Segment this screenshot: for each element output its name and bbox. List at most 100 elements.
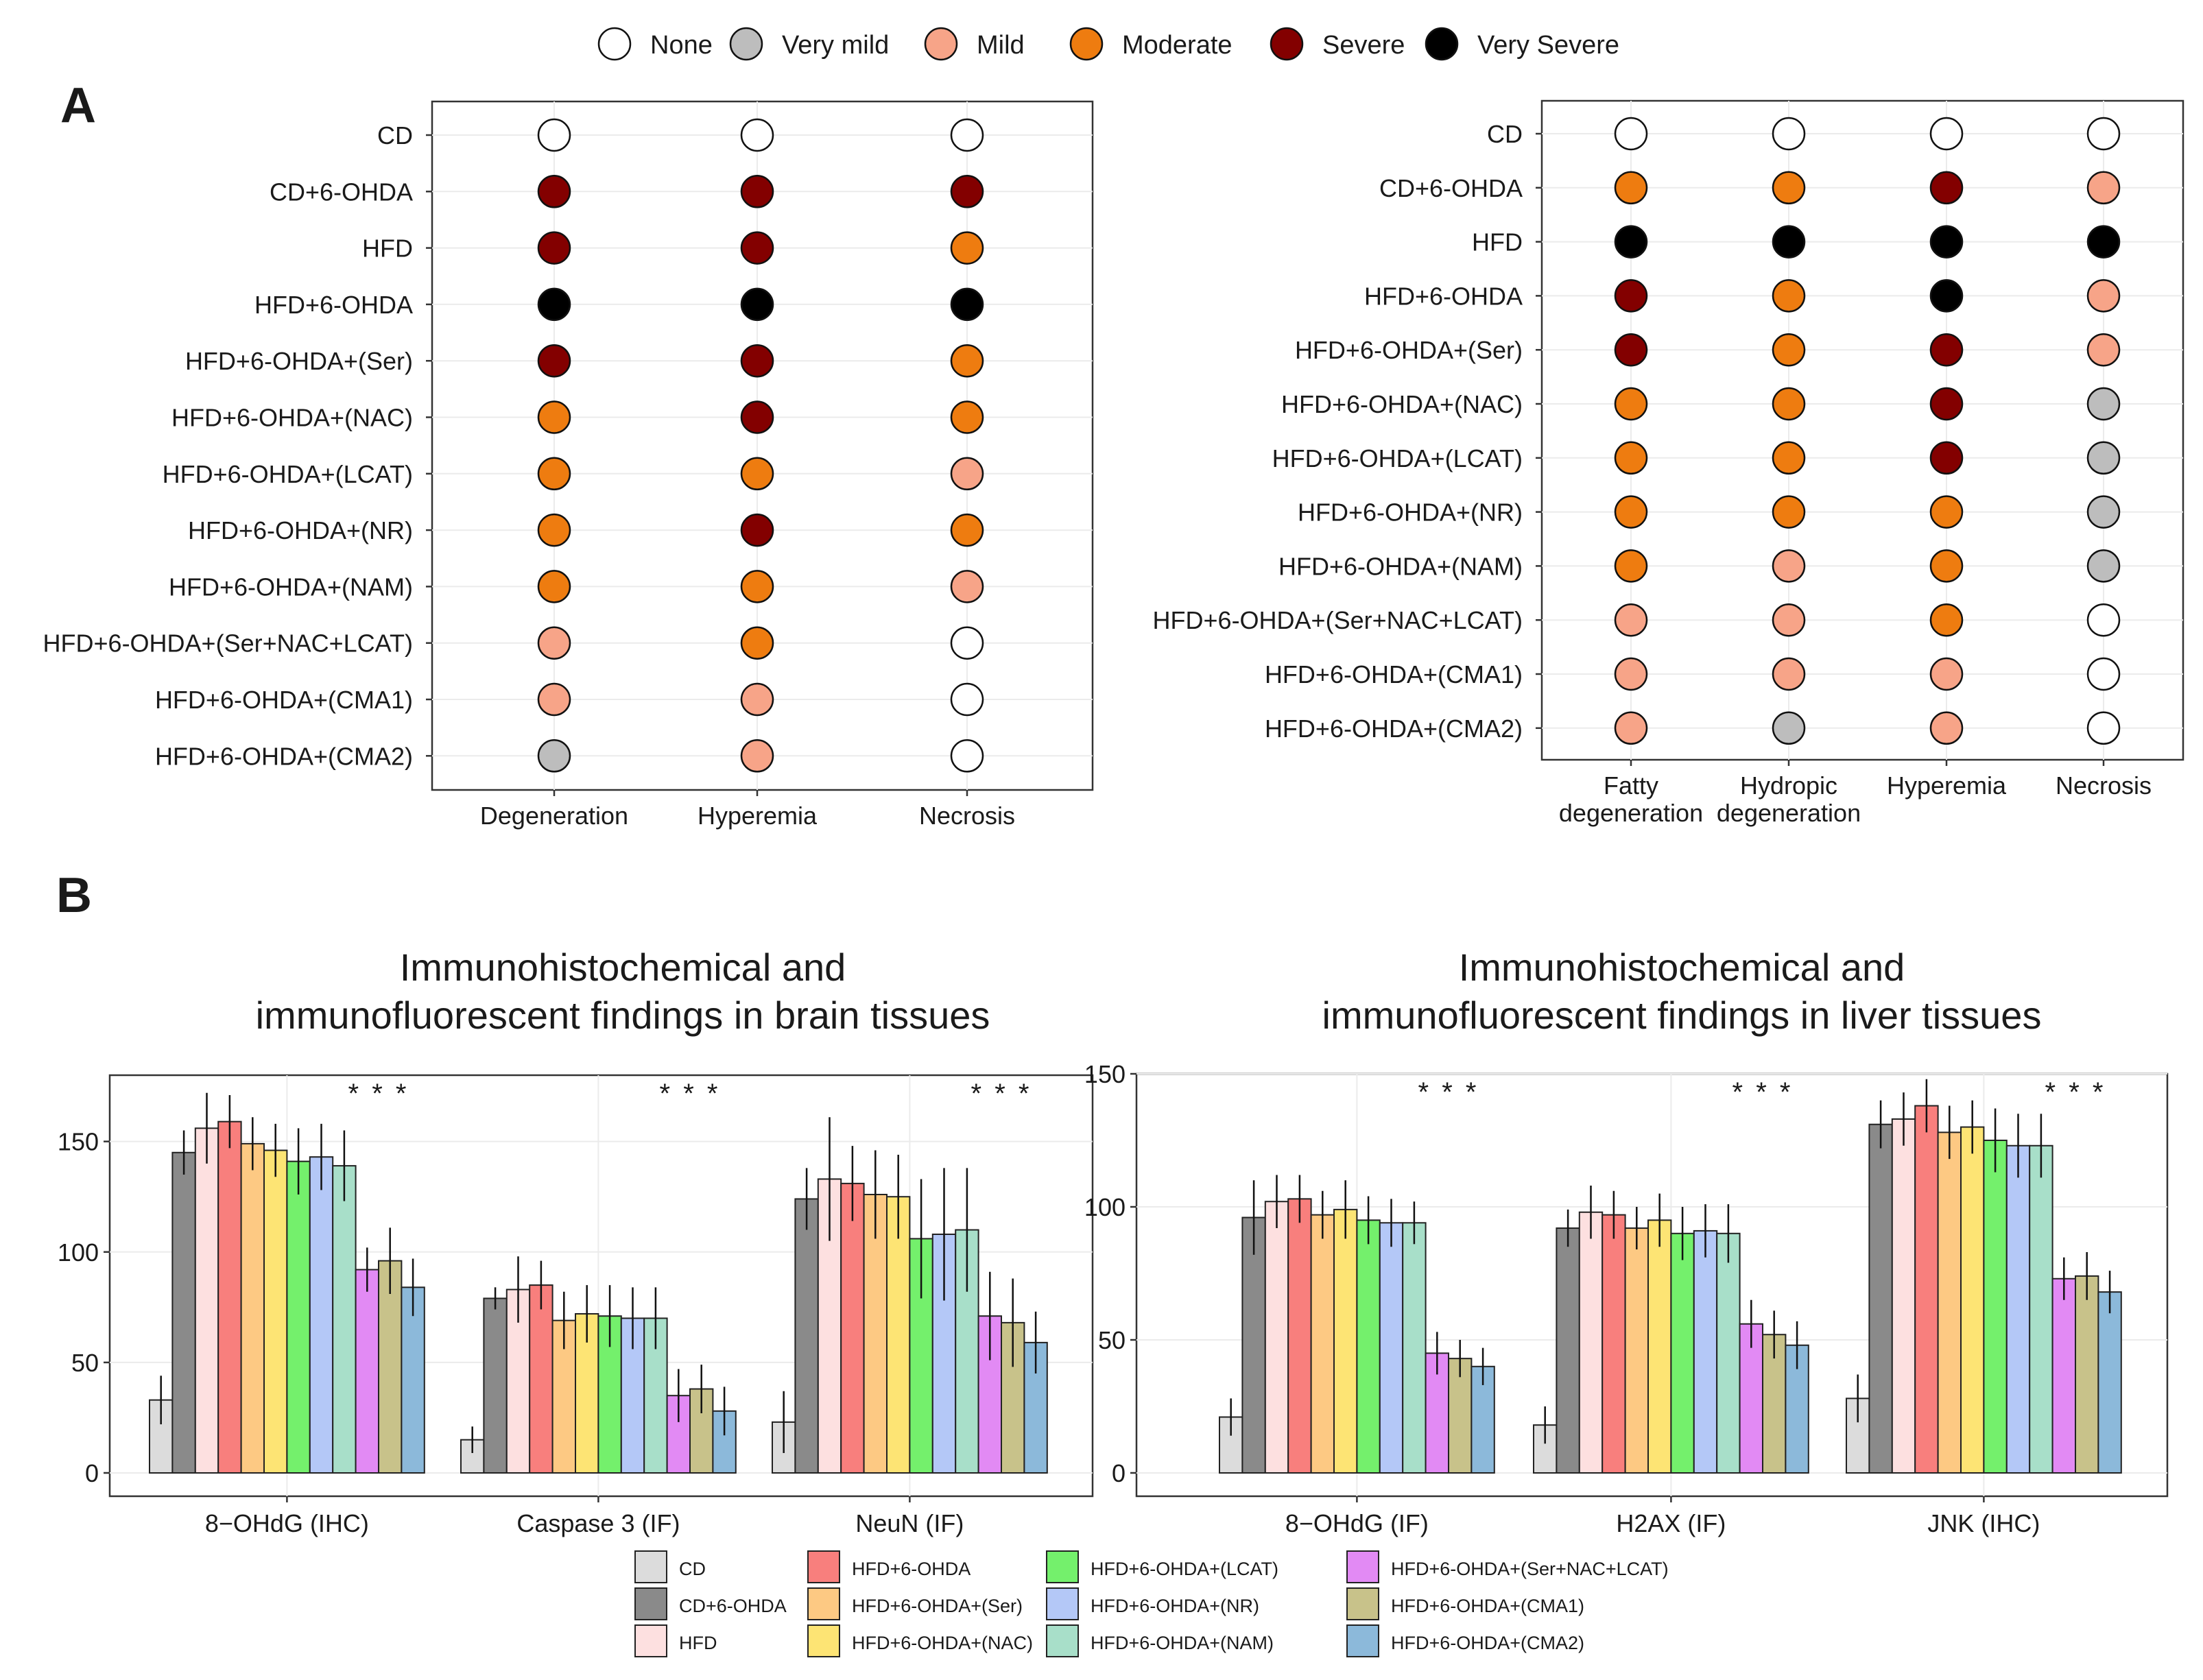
- bar: [1868, 1123, 1893, 1474]
- severity-dot: [740, 570, 774, 603]
- severity-dot: [740, 457, 774, 491]
- severity-dot: [537, 118, 571, 152]
- severity-dot: [1772, 171, 1806, 205]
- significance-marker: * * *: [1418, 1077, 1479, 1107]
- chart-title: immunofluorescent findings in liver tiss…: [1322, 994, 2042, 1037]
- severity-dot: [1614, 657, 1648, 691]
- severity-dot: [1614, 279, 1648, 313]
- column-label: Fatty: [1604, 771, 1658, 800]
- bar: [1287, 1198, 1312, 1474]
- panel-label-b: B: [56, 868, 92, 923]
- bar: [1578, 1211, 1604, 1474]
- bar: [171, 1151, 196, 1474]
- column-label: Degeneration: [480, 802, 628, 830]
- severity-dot: [1614, 441, 1648, 475]
- row-label: HFD+6-OHDA+(NAC): [171, 404, 413, 432]
- severity-legend-label: Very Severe: [1477, 31, 1619, 60]
- severity-dot: [537, 626, 571, 660]
- plot-panel: [431, 100, 1094, 791]
- severity-dot: [950, 118, 984, 152]
- bar: [2075, 1275, 2099, 1474]
- groups-legend-swatch: [634, 1587, 667, 1620]
- bar: [2097, 1291, 2122, 1474]
- severity-legend: None Very mild Mild Moderate Severe Very Seve…: [597, 27, 1619, 61]
- severity-dot: [537, 344, 571, 378]
- groups-legend-swatch: [1046, 1624, 1079, 1657]
- severity-dot: [1614, 117, 1648, 151]
- groups-legend-swatch: [807, 1587, 840, 1620]
- groups-legend-label: HFD+6-OHDA: [852, 1559, 970, 1579]
- severity-dot: [2086, 171, 2121, 205]
- panel-label-a: A: [60, 78, 96, 133]
- severity-dot: [537, 400, 571, 434]
- y-tick-label: 100: [1084, 1193, 1126, 1221]
- groups-legend-label: CD: [679, 1559, 706, 1579]
- groups-legend-label: HFD+6-OHDA+(LCAT): [1091, 1559, 1278, 1579]
- groups-legend: CD CD+6-OHDA HFD HFD+6-OHDA HFD+6-OHDA+(Ser)…: [634, 1550, 1669, 1657]
- groups-legend-swatch: [1346, 1587, 1379, 1620]
- bar: [217, 1120, 242, 1474]
- y-tick-label: 50: [71, 1349, 99, 1377]
- groups-legend-label: HFD+6-OHDA+(NAM): [1091, 1633, 1274, 1653]
- bar: [1379, 1222, 1404, 1474]
- severity-dot: [950, 739, 984, 773]
- chart-title: Immunohistochemical and: [400, 946, 846, 989]
- groups-legend-swatch: [807, 1550, 840, 1583]
- severity-dot: [740, 682, 774, 717]
- row-label: HFD+6-OHDA+(Ser): [1295, 336, 1523, 364]
- bar: [1624, 1227, 1650, 1474]
- row-label: HFD+6-OHDA+(CMA1): [1265, 660, 1523, 688]
- bar: [1241, 1216, 1266, 1474]
- severity-dot: [1772, 549, 1806, 583]
- severity-dot: [740, 175, 774, 208]
- groups-legend-label: HFD+6-OHDA+(CMA1): [1391, 1596, 1584, 1616]
- row-label: HFD+6-OHDA: [254, 291, 413, 319]
- severity-dot: [1772, 279, 1806, 313]
- x-tick-label: JNK (IHC): [1927, 1509, 2040, 1537]
- bar: [1693, 1229, 1718, 1474]
- severity-legend-label: Moderate: [1122, 31, 1233, 60]
- severity-dot: [740, 739, 774, 773]
- severity-legend-swatch: [729, 27, 763, 61]
- groups-legend-label: HFD+6-OHDA+(CMA2): [1391, 1633, 1584, 1653]
- bar: [1333, 1208, 1358, 1474]
- row-label: HFD+6-OHDA+(Ser+NAC+LCAT): [43, 629, 413, 658]
- severity-dot: [740, 400, 774, 434]
- y-tick-label: 0: [85, 1459, 99, 1487]
- severity-legend-label: None: [650, 31, 713, 60]
- bar: [194, 1127, 219, 1474]
- groups-legend-label: HFD+6-OHDA+(NAC): [852, 1633, 1033, 1653]
- severity-legend-label: Mild: [977, 31, 1025, 60]
- groups-legend-swatch: [1046, 1550, 1079, 1583]
- column-label: degeneration: [1559, 799, 1703, 827]
- significance-marker: * * *: [1732, 1077, 1794, 1107]
- row-label: HFD+6-OHDA+(CMA2): [155, 742, 413, 770]
- severity-dot: [2086, 711, 2121, 745]
- bar: [794, 1198, 819, 1474]
- severity-dot: [1929, 387, 1964, 421]
- severity-dot: [537, 739, 571, 773]
- bar: [1448, 1358, 1473, 1474]
- severity-dot: [2086, 657, 2121, 691]
- severity-dot: [950, 682, 984, 717]
- bar: [840, 1182, 865, 1474]
- severity-dot: [740, 626, 774, 660]
- severity-dot: [1929, 171, 1964, 205]
- y-tick-label: 50: [1098, 1326, 1126, 1354]
- severity-dot: [1772, 711, 1806, 745]
- groups-legend-swatch: [1346, 1550, 1379, 1583]
- severity-dot: [950, 570, 984, 603]
- severity-dot: [950, 287, 984, 322]
- severity-dot: [740, 344, 774, 378]
- severity-dot: [1614, 549, 1648, 583]
- row-label: CD: [1487, 120, 1523, 148]
- bar: [332, 1165, 357, 1474]
- severity-dot: [1614, 225, 1648, 259]
- severity-dot: [537, 513, 571, 547]
- severity-dot: [2086, 279, 2121, 313]
- groups-legend-label: HFD+6-OHDA+(Ser+NAC+LCAT): [1391, 1559, 1669, 1579]
- severity-dot: [1772, 657, 1806, 691]
- severity-dot: [2086, 333, 2121, 367]
- severity-dot: [950, 400, 984, 434]
- severity-dot: [2086, 117, 2121, 151]
